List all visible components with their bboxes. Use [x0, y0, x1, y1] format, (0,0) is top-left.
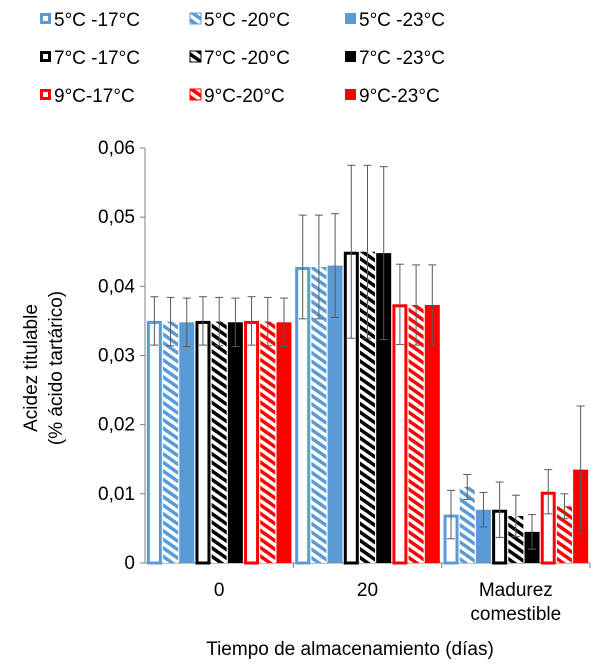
legend-swatch: [40, 89, 51, 100]
y-tick-label: 0,01: [98, 484, 135, 505]
legend-swatch: [345, 13, 356, 24]
bar-9-c-20-c: [408, 305, 424, 563]
bar-5-c-20-c: [163, 321, 179, 563]
legend: 5°C -17°C 5°C -20°C 5°C -23°C 7°C -17°C 7°C …: [40, 10, 445, 107]
legend-item-9-c-23-c: 9°C-23°C: [345, 86, 440, 107]
x-tick-label: 20: [357, 580, 378, 601]
legend-label: 7°C -20°C: [204, 48, 290, 69]
legend-label: 5°C -23°C: [359, 10, 445, 31]
bar-9-c-20-c: [260, 321, 276, 563]
y-tick-label: 0,05: [98, 207, 135, 228]
x-tick-label: 0: [214, 580, 225, 601]
bar-5-c-20-c: [459, 486, 475, 563]
legend-item-5-c-20-c: 5°C -20°C: [189, 10, 290, 31]
legend-label: 9°C-23°C: [359, 86, 440, 107]
legend-swatch: [189, 12, 202, 25]
plot-area: 0 0,01 0,02 0,03 0,04 0,05 0,06 0 20 Madurez comes…: [98, 138, 591, 625]
bar-7-c-23-c: [227, 322, 243, 563]
bar-9-c-23-c: [424, 305, 440, 563]
bar-9-c-20-c: [556, 506, 572, 563]
bar-7-c-20-c: [360, 251, 375, 563]
bar-7-c-20-c: [508, 515, 524, 563]
legend-swatch: [40, 51, 51, 62]
legend-swatch: [189, 88, 202, 101]
bar-7-c-17-c: [195, 320, 211, 565]
legend-swatch: [345, 89, 356, 100]
legend-item-7-c-20-c: 7°C -20°C: [189, 48, 290, 69]
bar-5-c-23-c: [327, 265, 343, 563]
bar-9-c-17-c: [244, 320, 260, 565]
x-tick-label: comestible: [470, 604, 561, 625]
y-axis-label-line-2: (% ácido tartárico): [46, 291, 67, 445]
bar-5-c-17-c: [146, 320, 162, 565]
y-tick-label: 0,02: [98, 415, 135, 436]
legend-item-5-c-23-c: 5°C -23°C: [345, 10, 445, 31]
legend-swatch: [345, 51, 356, 62]
legend-item-9-c-17-c: 9°C-17°C: [40, 86, 135, 107]
bar-5-c-20-c: [311, 266, 327, 563]
legend-item-7-c-17-c: 7°C -17°C: [40, 48, 140, 69]
y-tick-label: 0,06: [98, 138, 135, 159]
legend-item-9-c-20-c: 9°C-20°C: [189, 86, 285, 107]
legend-swatch: [40, 13, 51, 24]
bar-5-c-23-c: [475, 509, 491, 563]
x-tick-label: Madurez: [479, 580, 553, 601]
x-axis-label: Tiempo de almacenamiento (días): [206, 639, 494, 660]
legend-label: 7°C -23°C: [359, 48, 445, 69]
legend-item-7-c-23-c: 7°C -23°C: [345, 48, 445, 69]
y-tick-label: 0,03: [98, 346, 135, 367]
legend-label: 5°C -17°C: [54, 10, 140, 31]
y-tick-label: 0: [124, 553, 135, 574]
bar-7-c-20-c: [211, 321, 227, 563]
y-tick-label: 0,04: [98, 276, 135, 297]
legend-label: 9°C-17°C: [54, 86, 135, 107]
y-axis-label-line-1: Acidez titulable: [21, 304, 42, 432]
bar-5-c-23-c: [179, 322, 195, 563]
legend-item-5-c-17-c: 5°C -17°C: [40, 10, 140, 31]
bar-9-c-23-c: [276, 322, 292, 563]
legend-label: 9°C-20°C: [204, 86, 285, 107]
bar-7-c-23-c: [376, 253, 392, 563]
legend-label: 7°C -17°C: [54, 48, 140, 69]
legend-swatch: [189, 50, 202, 63]
legend-label: 5°C -20°C: [204, 10, 290, 31]
